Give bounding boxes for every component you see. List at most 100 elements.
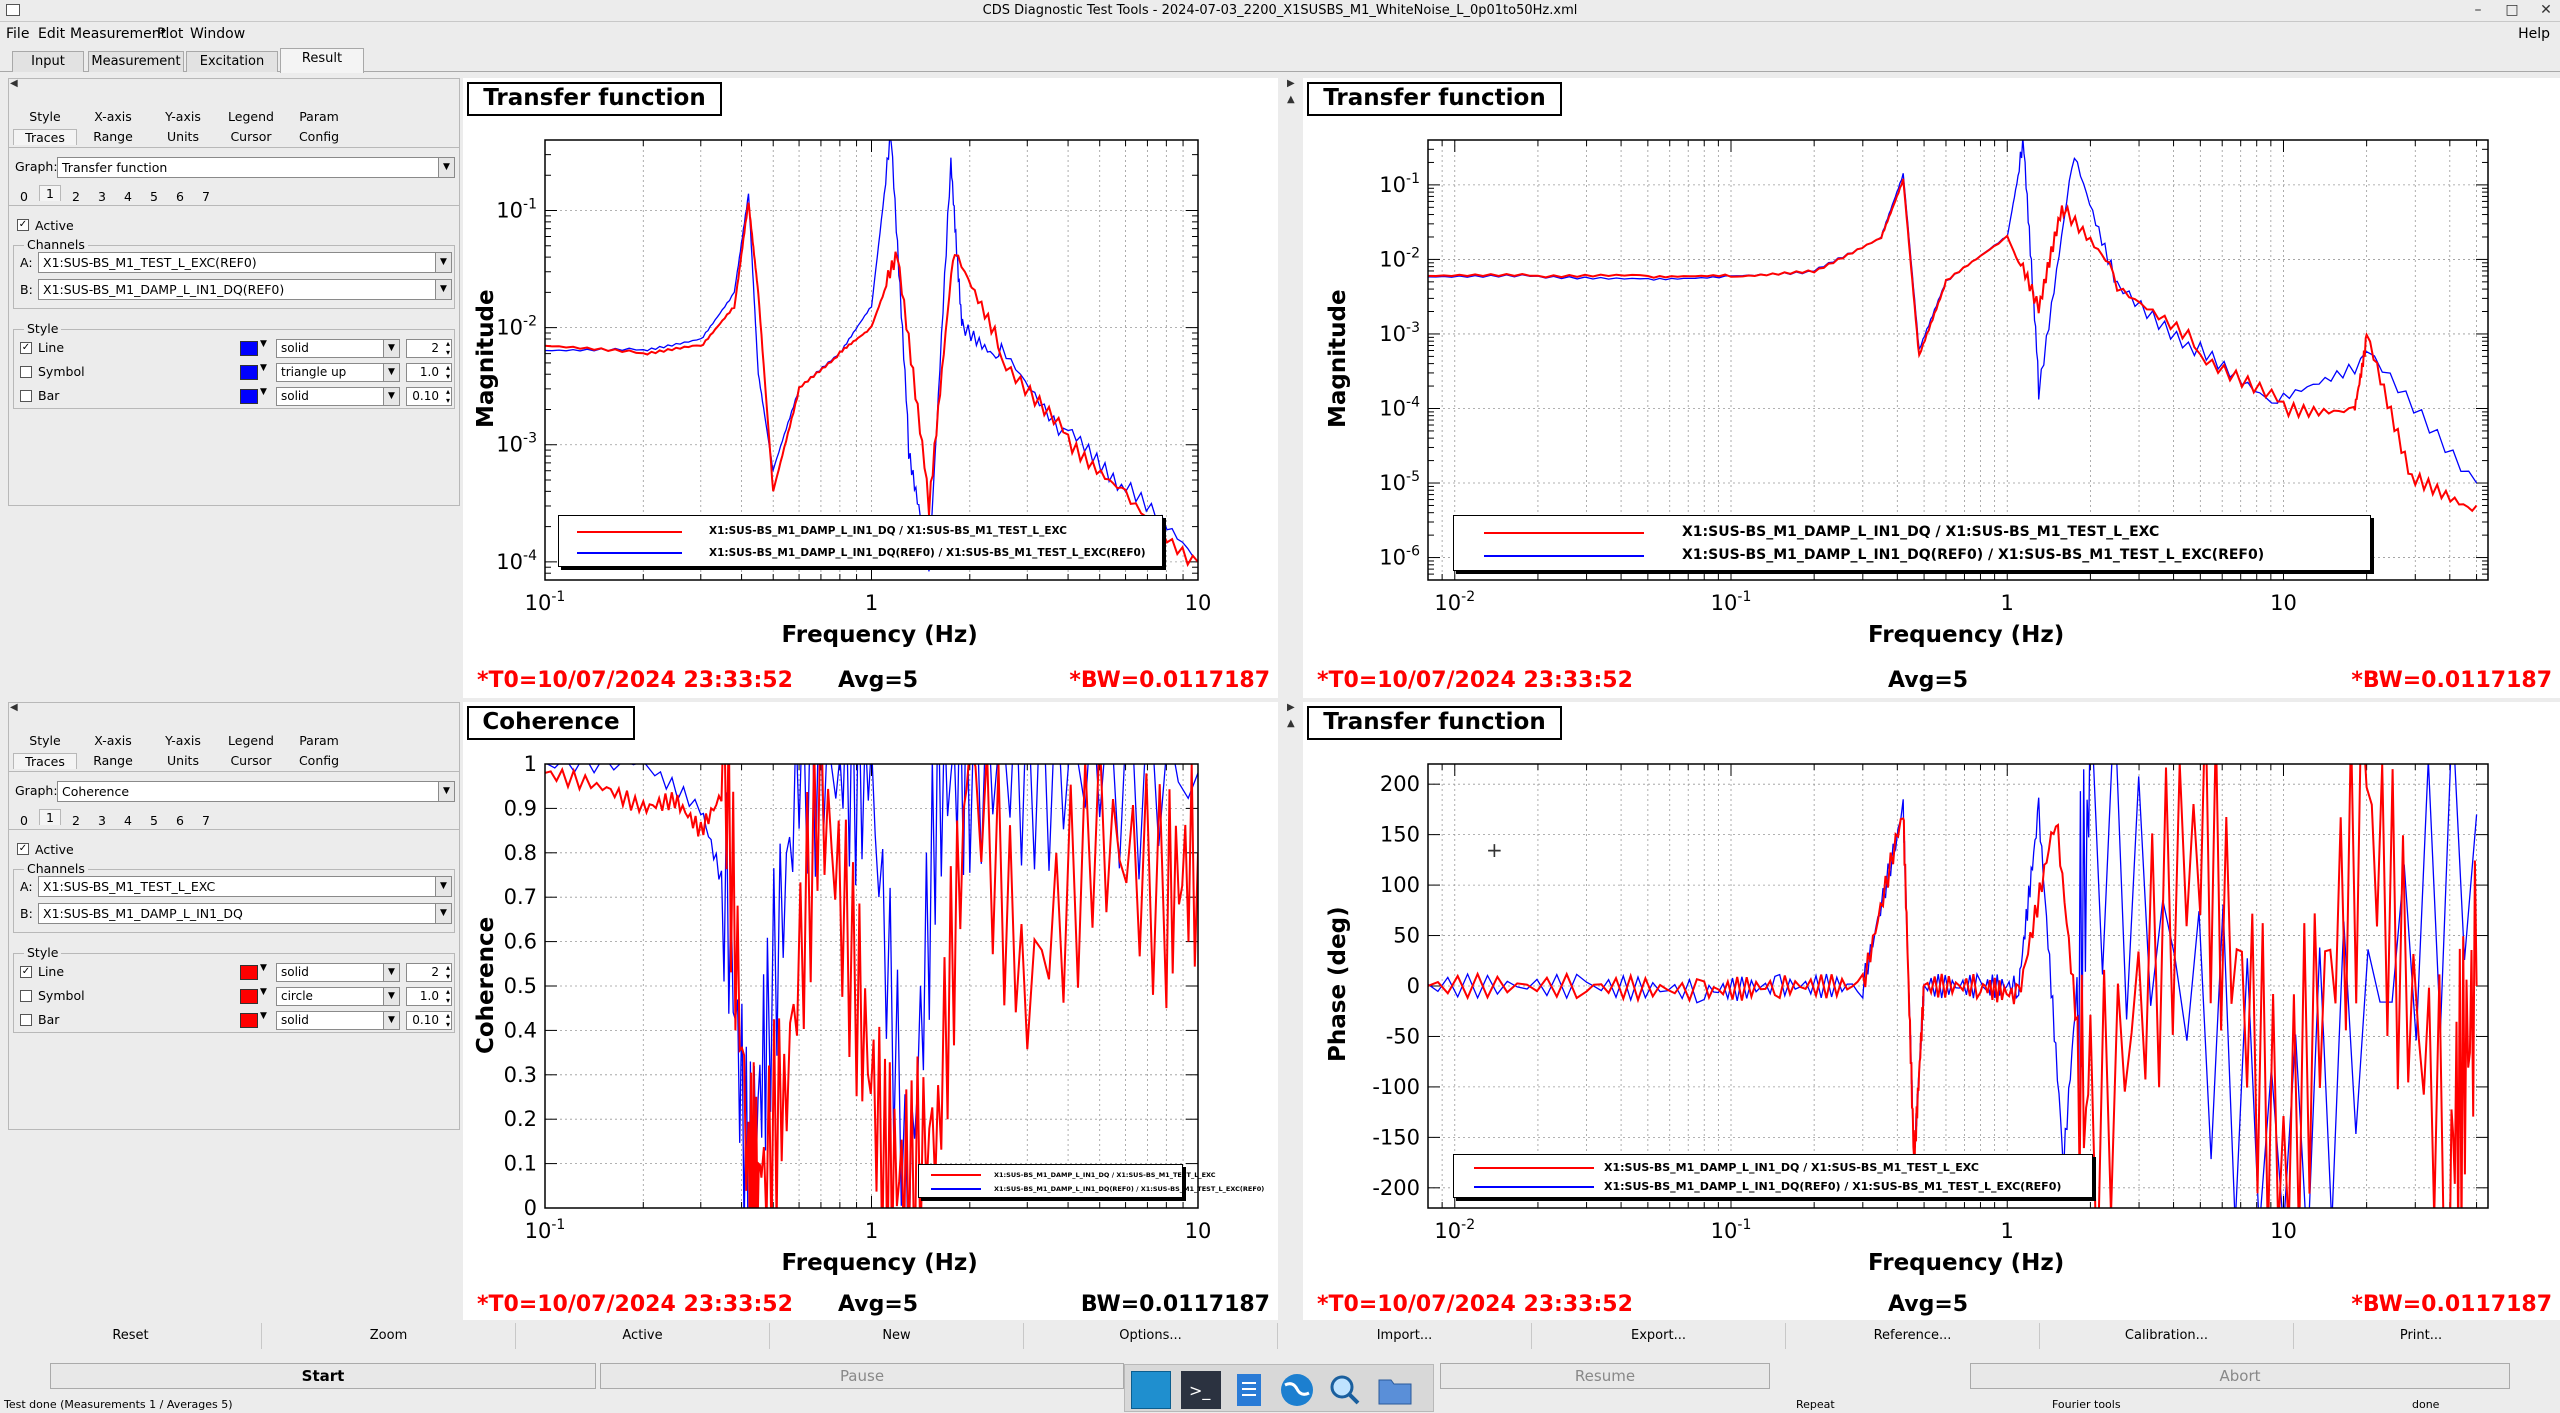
trace-tab-4[interactable]: 4 [124,189,132,204]
menu-plot[interactable]: Plot [157,26,184,42]
pane-up-arrow-icon[interactable]: ▲ [1287,94,1295,105]
style-line-checkbox[interactable]: ✓ [20,966,32,978]
menu-edit[interactable]: Edit [38,26,66,42]
subtab-y-axis[interactable]: Y-axis [165,733,201,748]
reference-button[interactable]: Reference... [1786,1323,2040,1349]
color-swatch[interactable] [240,389,258,404]
trace-tab-1[interactable]: 1 [39,809,61,825]
width-spinner[interactable]: 2 [406,963,452,982]
reset-button[interactable]: Reset [0,1323,262,1349]
trace-tab-5[interactable]: 5 [150,189,158,204]
plot-axes[interactable]: 10-1 1 10 0 0.1 0.2 0.3 0.4 0.5 0.6 0.7 0.8 0.9 1 [463,702,1278,1320]
active-checkbox[interactable]: ✓ [17,843,29,855]
text-editor-icon[interactable] [1229,1371,1269,1409]
subtab-units[interactable]: Units [167,753,199,768]
trace-tab-6[interactable]: 6 [176,813,184,828]
magnifier-icon[interactable] [1325,1371,1365,1409]
export-button[interactable]: Export... [1532,1323,1786,1349]
terminal-icon[interactable]: >_ [1181,1371,1221,1409]
trace-tab-0[interactable]: 0 [20,813,28,828]
plot-magnitude-top-right[interactable]: Transfer function 10-2 10-1 1 10 10-6 10-5 10-4… [1303,78,2560,698]
trace-tab-5[interactable]: 5 [150,813,158,828]
chevron-down-icon[interactable]: ▼ [260,963,267,973]
plot-legend[interactable]: X1:SUS-BS_M1_DAMP_L_IN1_DQ / X1:SUS-BS_M… [1453,515,2371,571]
active-button[interactable]: Active [516,1323,770,1349]
line-style-select[interactable]: solid ▼ [276,387,400,406]
abort-button[interactable]: Abort [1970,1363,2510,1389]
channel-b-select[interactable]: X1:SUS-BS_M1_DAMP_L_IN1_DQ ▼ [38,903,452,924]
trace-tab-7[interactable]: 7 [202,189,210,204]
trace-tab-0[interactable]: 0 [20,189,28,204]
options-button[interactable]: Options... [1024,1323,1278,1349]
chevron-down-icon[interactable]: ▼ [260,987,267,997]
plot-axes[interactable]: 10-2 10-1 1 10 -200 -150 -100 -50 0 50 100 150 200 [1303,702,2560,1320]
subtab-y-axis[interactable]: Y-axis [165,109,201,124]
menu-help[interactable]: Help [2518,26,2550,42]
width-spinner[interactable]: 1.0 [406,987,452,1006]
subtab-style[interactable]: Style [29,109,61,124]
graph-select[interactable]: Transfer function ▼ [57,157,455,178]
channel-a-select[interactable]: X1:SUS-BS_M1_TEST_L_EXC ▼ [38,876,452,897]
subtab-range[interactable]: Range [93,129,133,144]
subtab-x-axis[interactable]: X-axis [94,733,132,748]
trace-tab-6[interactable]: 6 [176,189,184,204]
subtab-style[interactable]: Style [29,733,61,748]
plot-phase-bottom-right[interactable]: Transfer function 10-2 10-1 1 10 -200 -150 -100… [1303,702,2560,1320]
color-swatch[interactable] [240,365,258,380]
trace-tab-3[interactable]: 3 [98,189,106,204]
resume-button[interactable]: Resume [1440,1363,1770,1389]
active-checkbox[interactable]: ✓ [17,219,29,231]
collapse-left-arrow-icon[interactable]: ◀ [10,78,18,89]
chevron-down-icon[interactable]: ▼ [260,363,267,373]
tab-result[interactable]: Result [280,48,364,73]
minimize-button[interactable]: – [2474,2,2482,18]
calibration-button[interactable]: Calibration... [2040,1323,2294,1349]
pane-up-arrow-icon[interactable]: ▲ [1287,718,1295,729]
pause-button[interactable]: Pause [600,1363,1124,1389]
width-spinner[interactable]: 0.10 [406,1011,452,1030]
zoom-button[interactable]: Zoom [262,1323,516,1349]
plot-axes[interactable]: 10-2 10-1 1 10 10-6 10-5 10-4 10-3 10-2 10-1 [1303,78,2560,698]
style-bar-checkbox[interactable] [20,390,32,402]
tab-input[interactable]: Input [12,51,84,72]
style-symbol-checkbox[interactable] [20,990,32,1002]
channel-b-select[interactable]: X1:SUS-BS_M1_DAMP_L_IN1_DQ(REF0) ▼ [38,279,452,300]
style-symbol-checkbox[interactable] [20,366,32,378]
desktop-icon[interactable] [1131,1371,1171,1409]
chevron-down-icon[interactable]: ▼ [260,1011,267,1021]
tab-measurement[interactable]: Measurement [88,51,184,72]
line-style-select[interactable]: triangle up ▼ [276,363,400,382]
channel-a-select[interactable]: X1:SUS-BS_M1_TEST_L_EXC(REF0) ▼ [38,252,452,273]
subtab-cursor[interactable]: Cursor [230,753,272,768]
color-swatch[interactable] [240,341,258,356]
subtab-param[interactable]: Param [299,733,339,748]
plot-legend[interactable]: X1:SUS-BS_M1_DAMP_L_IN1_DQ / X1:SUS-BS_M… [918,1164,1264,1198]
line-style-select[interactable]: circle ▼ [276,987,400,1006]
plot-axes[interactable]: 10-1 1 10 10-4 10-3 10-2 10-1 [463,78,1278,698]
subtab-config[interactable]: Config [298,129,340,144]
trace-tab-1[interactable]: 1 [39,185,61,201]
plot-legend[interactable]: X1:SUS-BS_M1_DAMP_L_IN1_DQ / X1:SUS-BS_M… [558,515,1163,567]
collapse-left-arrow-icon[interactable]: ◀ [10,702,18,713]
graph-select[interactable]: Coherence ▼ [57,781,455,802]
trace-tab-7[interactable]: 7 [202,813,210,828]
line-style-select[interactable]: solid ▼ [276,339,400,358]
start-button[interactable]: Start [50,1363,596,1389]
plot-legend[interactable]: X1:SUS-BS_M1_DAMP_L_IN1_DQ / X1:SUS-BS_M… [1453,1154,2093,1198]
color-swatch[interactable] [240,965,258,980]
subtab-config[interactable]: Config [298,753,340,768]
menu-file[interactable]: File [6,26,30,42]
subtab-range[interactable]: Range [93,753,133,768]
chevron-down-icon[interactable]: ▼ [260,339,267,349]
menu-measurement[interactable]: Measurement [70,26,167,42]
width-spinner[interactable]: 0.10 [406,387,452,406]
subtab-traces[interactable]: Traces [13,753,77,769]
close-button[interactable]: ✕ [2540,2,2552,18]
line-style-select[interactable]: solid ▼ [276,963,400,982]
subtab-legend[interactable]: Legend [228,733,274,748]
trace-tab-4[interactable]: 4 [124,813,132,828]
width-spinner[interactable]: 2 [406,339,452,358]
subtab-param[interactable]: Param [299,109,339,124]
import-button[interactable]: Import... [1278,1323,1532,1349]
line-style-select[interactable]: solid ▼ [276,1011,400,1030]
